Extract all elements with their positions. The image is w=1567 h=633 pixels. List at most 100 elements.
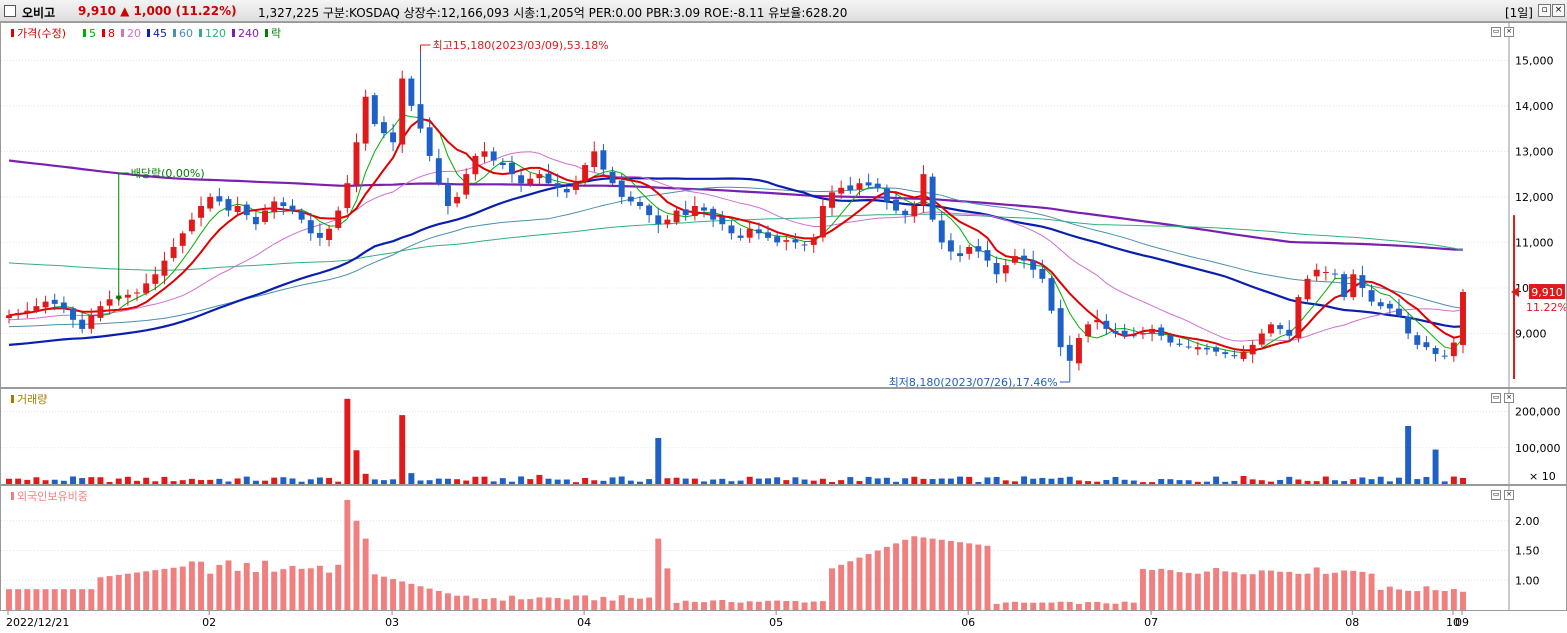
foreign-bar — [819, 601, 826, 610]
volume-bar — [271, 477, 278, 484]
foreign-bar — [271, 571, 278, 610]
foreign-bar — [390, 579, 397, 610]
volume-bar — [655, 437, 662, 484]
restore-icon[interactable]: ▫ — [1538, 4, 1551, 17]
volume-bar — [755, 478, 762, 484]
foreign-legend: 외국인보유비중 — [17, 490, 88, 503]
candle-body — [1167, 335, 1174, 343]
volume-bar — [335, 481, 342, 484]
volume-bar — [362, 473, 369, 484]
foreign-bar — [1368, 573, 1375, 610]
foreign-bar — [1194, 573, 1201, 610]
foreign-chart[interactable]: 1.00 1.50 2.00 외국인보유비중 — [1, 486, 1566, 610]
volume-bar — [1341, 481, 1348, 484]
volume-bar — [472, 476, 479, 484]
candle-body — [1350, 274, 1357, 298]
close-icon[interactable]: × — [1552, 4, 1565, 17]
foreign-bar — [1048, 602, 1055, 610]
candle-body — [755, 229, 762, 234]
y-tick-label: 14,000 — [1515, 100, 1554, 113]
candle-body — [1386, 303, 1393, 309]
foreign-bar — [646, 597, 653, 610]
volume-bar — [198, 480, 205, 484]
candle-body — [627, 196, 634, 202]
candle-body — [1313, 269, 1320, 277]
window-checkbox[interactable] — [4, 5, 16, 17]
candle-body — [1377, 302, 1384, 307]
foreign-bar — [801, 602, 808, 610]
volume-bar — [664, 478, 671, 484]
volume-bar — [1075, 480, 1082, 484]
volume-bar — [719, 478, 726, 484]
foreign-bar — [957, 542, 964, 610]
foreign-bar — [774, 600, 781, 610]
foreign-bar — [902, 539, 909, 610]
foreign-bar — [1203, 571, 1210, 610]
panel-minimize-icon[interactable]: ▭ — [1491, 490, 1501, 500]
legend-swatch — [121, 29, 124, 37]
volume-bar — [188, 478, 195, 484]
volume-bar — [1030, 478, 1037, 484]
candle-body — [691, 206, 698, 217]
candle-body — [234, 206, 241, 213]
high-annotation: 최고15,180(2023/03/09),53.18% — [433, 39, 609, 52]
foreign-bar — [252, 572, 259, 610]
volume-chart[interactable]: 100,000 200,000 × 10 거래량 — [1, 389, 1566, 484]
candle-body — [591, 151, 598, 167]
panel-close-icon[interactable]: × — [1504, 27, 1514, 37]
foreign-bar — [179, 566, 186, 610]
y-tick-label: 9,000 — [1515, 327, 1547, 340]
foreign-bar — [1158, 568, 1165, 610]
candle-body — [911, 206, 918, 217]
foreign-bar — [6, 589, 12, 610]
volume-bar — [710, 479, 717, 484]
volume-bar — [1249, 479, 1256, 484]
foreign-bar — [810, 601, 817, 610]
volume-bar — [1295, 479, 1302, 484]
y-tick-label: 1.00 — [1515, 574, 1540, 587]
price-chart[interactable]: 9,00010,00011,00012,00013,00014,00015,00… — [1, 23, 1567, 389]
volume-bar — [463, 480, 470, 484]
volume-legend: 거래량 — [17, 393, 47, 406]
candle-body — [1203, 347, 1210, 350]
candle-body — [1450, 342, 1457, 357]
candle-body — [518, 175, 525, 184]
candle-body — [947, 240, 954, 252]
low-annotation: 최저8,180(2023/07/26),17.46% — [889, 376, 1058, 387]
legend-item: 240 — [238, 27, 259, 40]
foreign-bar — [344, 499, 351, 610]
candle-body — [1066, 344, 1073, 361]
foreign-bar — [417, 586, 424, 610]
foreign-bar — [1405, 590, 1412, 610]
candle-body — [335, 210, 342, 229]
foreign-bar — [1313, 567, 1320, 610]
candle-body — [435, 158, 442, 184]
foreign-bar — [746, 601, 753, 610]
volume-bar — [152, 481, 159, 484]
candle-body — [1249, 344, 1256, 355]
volume-bar — [993, 476, 1000, 484]
candle-body — [307, 220, 314, 234]
panel-close-icon[interactable]: × — [1504, 490, 1514, 500]
candle-body — [1460, 292, 1466, 345]
period-selector[interactable]: [1일] — [1504, 6, 1533, 20]
candle-body — [298, 211, 305, 220]
foreign-bar — [1213, 567, 1220, 610]
volume-bar — [390, 479, 397, 484]
volume-bar — [481, 476, 488, 484]
panel-close-icon[interactable]: × — [1504, 393, 1514, 403]
candle-body — [746, 228, 753, 238]
foreign-bar — [929, 538, 936, 610]
volume-bar — [527, 479, 534, 484]
volume-bar — [1231, 480, 1238, 484]
foreign-bar — [655, 538, 662, 610]
panel-minimize-icon[interactable]: ▭ — [1491, 27, 1501, 37]
candle-body — [371, 95, 378, 125]
foreign-bar — [911, 536, 918, 610]
candle-body — [362, 96, 369, 144]
candle-body — [1441, 355, 1448, 357]
panel-minimize-icon[interactable]: ▭ — [1491, 393, 1501, 403]
foreign-bar — [435, 590, 442, 610]
foreign-bar — [893, 543, 900, 610]
foreign-bar — [856, 557, 863, 610]
